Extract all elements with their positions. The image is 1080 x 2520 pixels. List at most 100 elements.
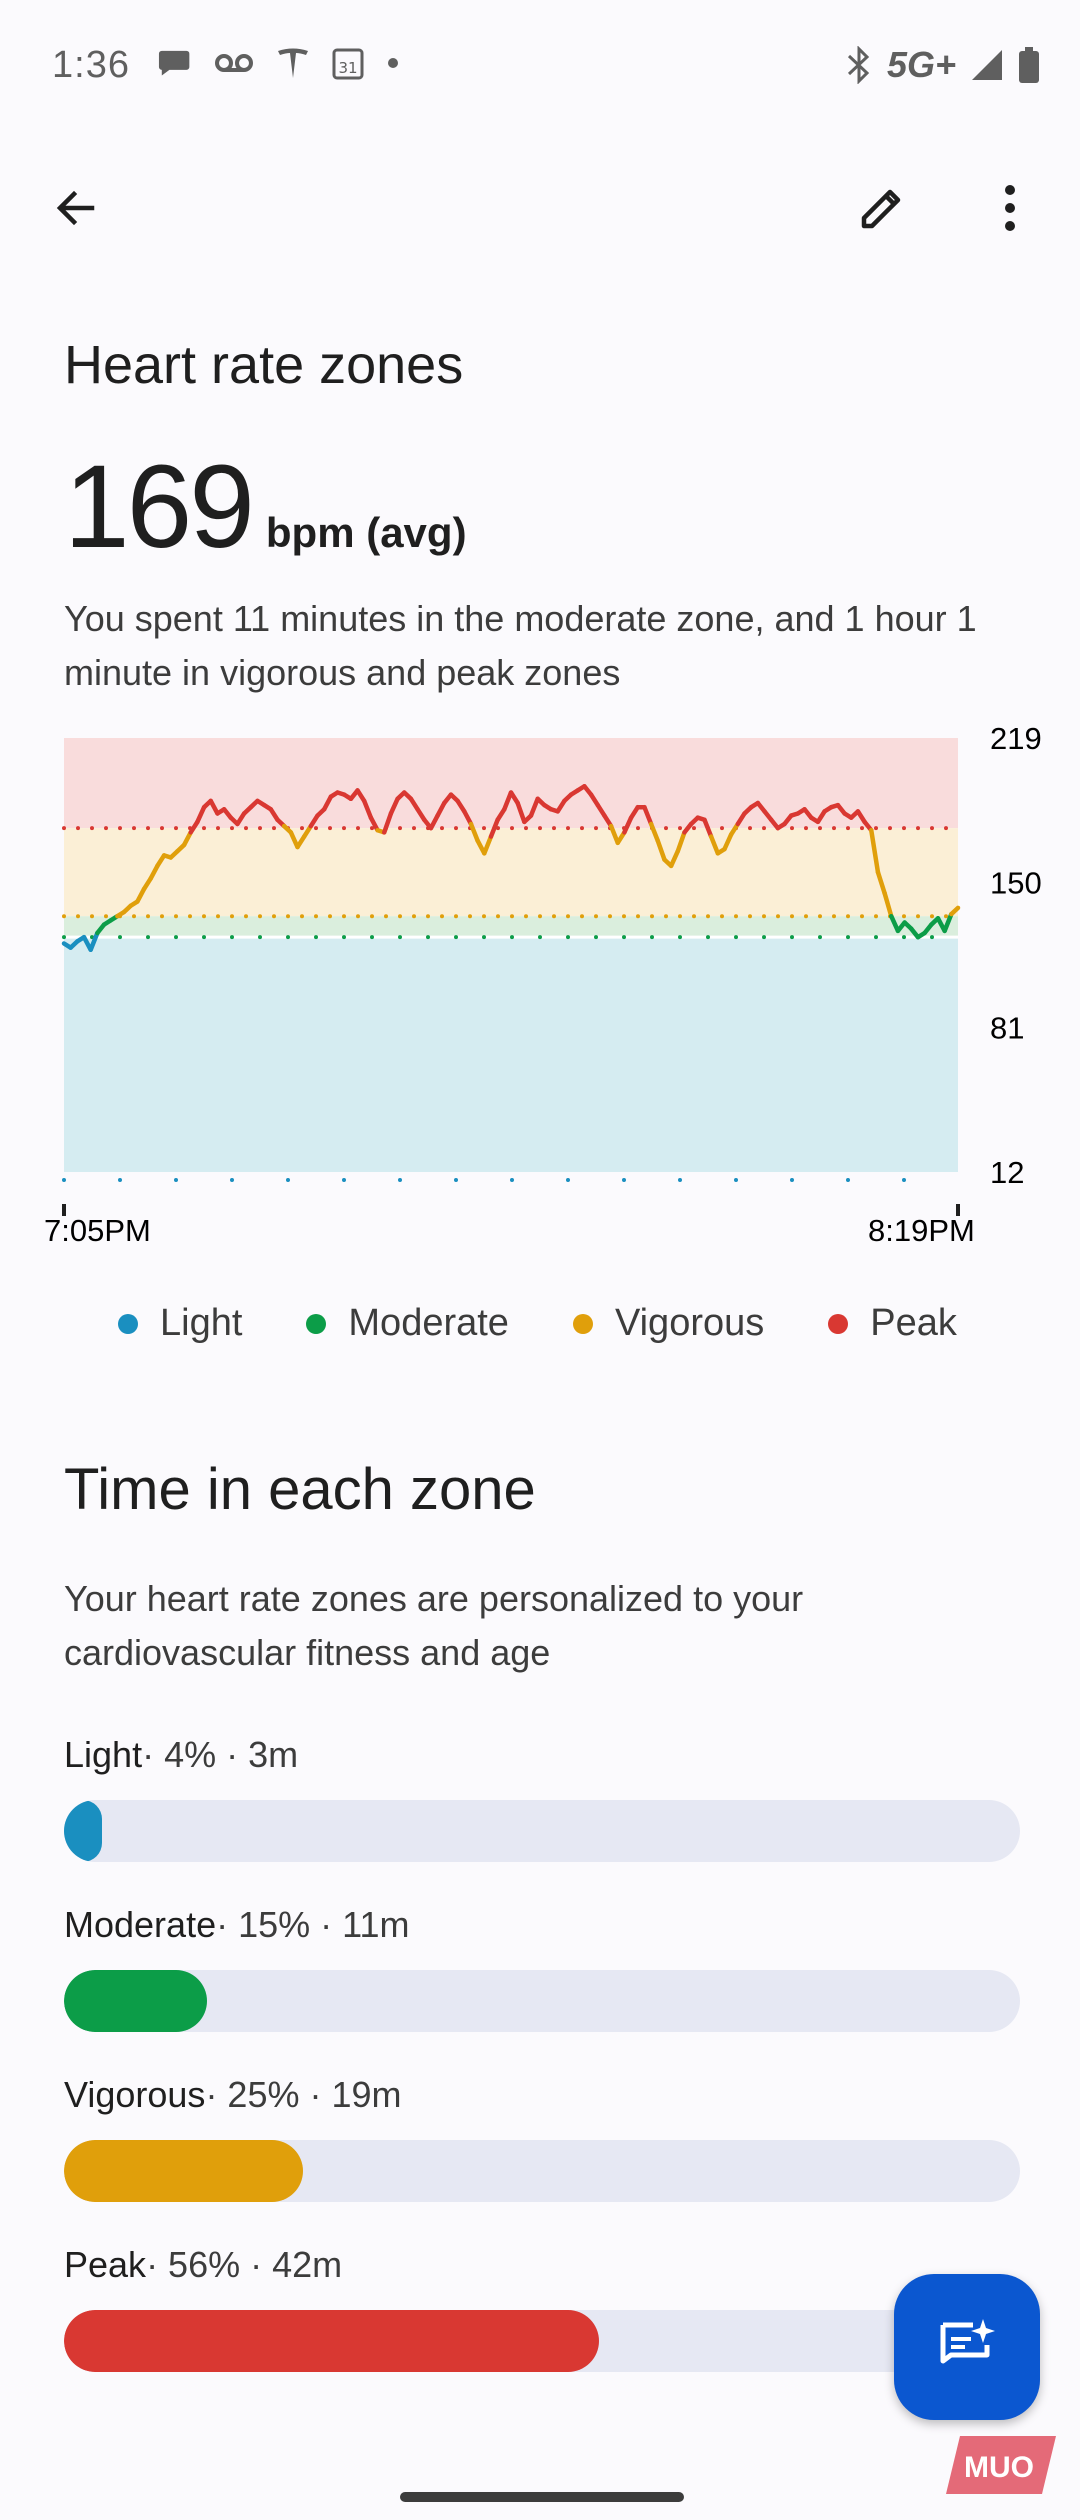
zone-label: Moderate · 15% · 11m [64,1900,1020,1950]
coach-chat-button[interactable] [894,2274,1040,2420]
heart-rate-segment [361,798,374,820]
tesla-icon [278,48,308,78]
chart-legend: Light Moderate Vigorous Peak [118,1302,1021,1345]
heart-rate-segment [288,830,300,850]
notification-icons: 31 [158,46,400,80]
legend-dot [572,1313,593,1334]
heart-rate-segment [181,830,194,848]
edit-button[interactable] [842,168,922,248]
x-start-label: 7:05PM [44,1213,151,1248]
signal-icon [972,50,1002,80]
heart-rate-segment [942,911,954,934]
zone-name: Peak [64,2244,147,2285]
network-type-label: 5G+ [886,44,956,85]
average-heart-rate: 169 bpm (avg) [64,448,467,566]
more-notifications-dot-icon [388,58,398,68]
voicemail-icon [215,54,253,72]
zone-name: Vigorous [64,2074,206,2115]
pencil-icon [861,189,901,229]
more-options-button[interactable] [970,168,1050,248]
zone-detail: · 4% · 3m [142,1734,299,1775]
zone-label: Peak · 56% · 42m [64,2240,1020,2290]
zone-detail: · 56% · 42m [146,2244,343,2285]
bluetooth-icon [847,46,870,84]
heart-rate-segment [882,890,894,919]
heart-rate-segment [608,823,620,846]
zone-name: Light [64,1734,143,1775]
zone-row-peak: Peak · 56% · 42m [64,2240,1020,2372]
legend-item-light: Light [118,1302,242,1345]
system-status-icons: 5G+ [845,44,1040,86]
heart-rate-segment [381,811,394,835]
legend-label: Vigorous [614,1302,765,1344]
heart-rate-segment [368,815,380,833]
more-vert-icon [1005,185,1015,231]
heart-rate-segment [722,832,734,852]
heart-rate-segment [668,848,681,869]
x-axis-ticks [62,1204,960,1216]
heart-rate-segment [435,800,447,818]
legend-item-vigorous: Vigorous [572,1302,765,1345]
avg-bpm-unit: bpm (avg) [265,509,467,556]
y-tick-label: 150 [990,866,1042,901]
home-gesture-bar[interactable] [400,2492,684,2502]
page-title: Heart rate zones [64,335,464,395]
svg-text:MUO: MUO [964,2451,1034,2484]
heart-rate-segment [321,794,334,812]
heart-rate-segment [502,790,514,812]
heart-rate-segment [675,830,687,854]
heart-rate-segment [428,813,440,831]
heart-rate-segment [148,863,160,881]
back-button[interactable] [36,168,116,248]
heart-rate-line [61,783,961,953]
legend-item-peak: Peak [828,1302,957,1345]
status-time: 1:36 [52,44,130,86]
heart-rate-segment [468,821,480,843]
zone-summary-text: You spent 11 minutes in the moderate zon… [64,598,977,693]
y-tick-label: 12 [990,1155,1024,1190]
legend-dot [118,1313,138,1334]
zone-progress-track [64,2140,1020,2202]
y-tick-label: 81 [990,1010,1024,1045]
heart-rate-chart[interactable]: 219 150 81 12 7:05PM 8:19PM [0,720,1080,1280]
zone-progress-fill [64,2310,600,2372]
zone-progress-track [64,2310,1020,2372]
heart-rate-segment [708,834,721,856]
legend-dot [828,1313,849,1334]
zone-progress-track [64,1970,1020,2032]
heart-rate-segment [622,815,634,835]
zone-progress-fill [64,1970,208,2032]
zone-threshold-lines [62,826,960,1182]
heart-rate-chart-svg: 219 150 81 12 7:05PM 8:19PM [44,721,1042,1248]
legend-label: Light [160,1302,243,1344]
heart-rate-segment [655,838,667,862]
zone-row-vigorous: Vigorous · 25% · 19m [64,2070,1020,2202]
chat-sparkle-icon [940,2319,995,2364]
heart-rate-segment [875,869,887,896]
section-title: Time in each zone [64,1457,536,1522]
zone-progress-fill [64,1800,103,1862]
heart-rate-segment [88,930,100,953]
zone-name: Moderate [64,1904,217,1945]
y-tick-label: 219 [990,721,1042,756]
zone-label: Vigorous · 25% · 19m [64,2070,1020,2120]
heart-rate-segment [949,905,961,917]
moderate-zone-band [64,916,958,938]
heart-rate-segment [208,798,220,816]
zone-progress-fill [64,2140,303,2202]
x-end-label: 8:19PM [868,1213,975,1248]
heart-rate-segment [889,913,901,934]
heart-rate-segment [482,834,494,856]
legend-label: Peak [870,1302,957,1344]
zone-detail: · 25% · 19m [205,2074,402,2115]
heart-rate-segment [135,886,147,904]
avg-bpm-value: 169 [64,441,255,573]
heart-rate-segment [195,804,207,825]
heart-rate-segment [702,817,714,839]
light-zone-band [64,937,958,1172]
heart-rate-segment [642,804,654,827]
legend-label: Moderate [348,1302,509,1344]
zone-row-moderate: Moderate · 15% · 11m [64,1900,1020,2032]
zone-progress-track [64,1800,1020,1862]
muo-watermark-logo: MUO [946,2436,1056,2494]
